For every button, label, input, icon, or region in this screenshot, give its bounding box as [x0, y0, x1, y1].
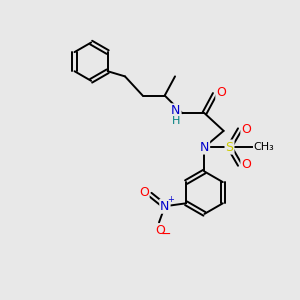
Text: +: + — [167, 195, 174, 204]
Text: N: N — [200, 141, 209, 154]
Text: CH₃: CH₃ — [254, 142, 274, 152]
Text: O: O — [241, 123, 251, 136]
Text: O: O — [156, 224, 165, 237]
Text: O: O — [216, 86, 226, 99]
Text: S: S — [226, 141, 233, 154]
Text: O: O — [241, 158, 251, 171]
Text: H: H — [172, 116, 180, 126]
Text: N: N — [160, 200, 170, 213]
Text: O: O — [139, 187, 148, 200]
Text: −: − — [160, 228, 171, 241]
Text: N: N — [171, 104, 181, 117]
